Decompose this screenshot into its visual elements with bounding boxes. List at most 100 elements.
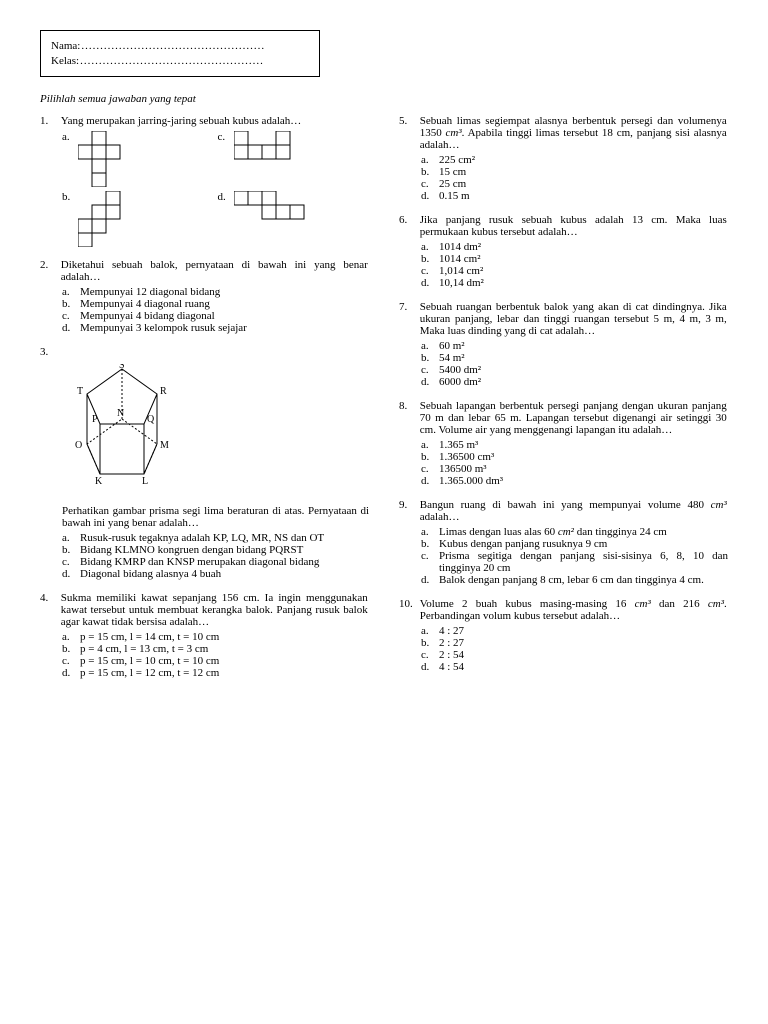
q6b: 1014 cm²: [439, 253, 728, 265]
q1-nets: a. c.: [62, 131, 369, 247]
q3-num: 3.: [40, 346, 58, 358]
q9a: Limas dengan luas alas 60 cm² dan tinggi…: [439, 526, 728, 538]
q1-num: 1.: [40, 115, 58, 127]
q7b: 54 m²: [439, 352, 728, 364]
class-row: Kelas :.................................…: [51, 55, 309, 67]
q10-unit2: cm³: [708, 598, 724, 610]
q9c: Prisma segitiga dengan panjang sisi-sisi…: [439, 550, 728, 574]
q8-text: Sebuah lapangan berbentuk persegi panjan…: [420, 400, 727, 436]
q3c: Bidang KMRP dan KNSP merupakan diagonal …: [80, 556, 369, 568]
q2d: Mempunyai 3 kelompok rusuk sejajar: [80, 322, 369, 334]
question-9: 9. Bangun ruang di bawah ini yang mempun…: [399, 499, 728, 586]
q10-unit1: cm³: [635, 598, 651, 610]
q8c-l: c.: [421, 463, 439, 475]
net-a-label: a.: [62, 131, 74, 143]
q4c-l: c.: [62, 655, 80, 667]
q10d: 4 : 54: [439, 661, 728, 673]
q10d-l: d.: [421, 661, 439, 673]
name-label: Nama: [51, 40, 77, 52]
identity-box: Nama :..................................…: [40, 30, 320, 77]
cube-net-c-icon: [234, 131, 318, 173]
q2a: Mempunyai 12 diagonal bidang: [80, 286, 369, 298]
q10b-l: b.: [421, 637, 439, 649]
prism-diagram: S T R P Q N O M K L: [62, 364, 369, 497]
q5c-l: c.: [421, 178, 439, 190]
q5-options: a.225 cm² b.15 cm c.25 cm d.0.15 m: [421, 154, 728, 202]
q9d-l: d.: [421, 574, 439, 586]
q8a-l: a.: [421, 439, 439, 451]
q10-text-a: Volume 2 buah kubus masing-masing 16: [420, 598, 635, 610]
q10-text: Volume 2 buah kubus masing-masing 16 cm³…: [420, 598, 727, 622]
q6c-l: c.: [421, 265, 439, 277]
q6a-l: a.: [421, 241, 439, 253]
q9b-l: b.: [421, 538, 439, 550]
q4c: p = 15 cm, l = 10 cm, t = 10 cm: [80, 655, 369, 667]
q5-num: 5.: [399, 115, 417, 127]
content-columns: 1. Yang merupakan jarring-jaring sebuah …: [40, 115, 728, 691]
net-d: d.: [218, 191, 370, 247]
lbl-s: S: [119, 364, 125, 371]
q4a-l: a.: [62, 631, 80, 643]
q9b: Kubus dengan panjang rusuknya 9 cm: [439, 538, 728, 550]
q7a: 60 m²: [439, 340, 728, 352]
question-3: 3.: [40, 346, 369, 580]
right-column: 5. Sebuah limas segiempat alasnya berben…: [399, 115, 728, 691]
left-column: 1. Yang merupakan jarring-jaring sebuah …: [40, 115, 369, 691]
q4-num: 4.: [40, 592, 58, 604]
q7d-l: d.: [421, 376, 439, 388]
q5-text-b: . Apabila tinggi limas tersebut 18 cm, p…: [420, 127, 727, 151]
q9-options: a.Limas dengan luas alas 60 cm² dan ting…: [421, 526, 728, 586]
q3d-l: d.: [62, 568, 80, 580]
name-row: Nama :..................................…: [51, 40, 309, 52]
q6c: 1,014 cm²: [439, 265, 728, 277]
q8-num: 8.: [399, 400, 417, 412]
q10a: 4 : 27: [439, 625, 728, 637]
q10c-l: c.: [421, 649, 439, 661]
class-dots: :.......................................…: [76, 55, 264, 67]
q7b-l: b.: [421, 352, 439, 364]
q2b-l: b.: [62, 298, 80, 310]
question-10: 10. Volume 2 buah kubus masing-masing 16…: [399, 598, 728, 673]
q8c: 136500 m³: [439, 463, 728, 475]
lbl-m: M: [160, 440, 169, 451]
question-4: 4. Sukma memiliki kawat sepanjang 156 cm…: [40, 592, 369, 679]
q5b-l: b.: [421, 166, 439, 178]
net-b-label: b.: [62, 191, 74, 203]
q5c: 25 cm: [439, 178, 728, 190]
q3d: Diagonal bidang alasnya 4 buah: [80, 568, 369, 580]
q9d: Balok dengan panjang 8 cm, lebar 6 cm da…: [439, 574, 728, 586]
q8b-l: b.: [421, 451, 439, 463]
q3b: Bidang KLMNO kongruen dengan bidang PQRS…: [80, 544, 369, 556]
net-c: c.: [218, 131, 370, 187]
q3-text: Perhatikan gambar prisma segi lima berat…: [62, 505, 369, 529]
net-c-label: c.: [218, 131, 230, 143]
q2-text: Diketahui sebuah balok, pernyataan di ba…: [61, 259, 368, 283]
q2c-l: c.: [62, 310, 80, 322]
q2-num: 2.: [40, 259, 58, 271]
q2a-l: a.: [62, 286, 80, 298]
q6-num: 6.: [399, 214, 417, 226]
question-2: 2. Diketahui sebuah balok, pernyataan di…: [40, 259, 369, 334]
net-a: a.: [62, 131, 214, 187]
q6-text: Jika panjang rusuk sebuah kubus adalah 1…: [420, 214, 727, 238]
lbl-q: Q: [147, 414, 155, 425]
class-label: Kelas: [51, 55, 76, 67]
question-5: 5. Sebuah limas segiempat alasnya berben…: [399, 115, 728, 202]
q10c: 2 : 54: [439, 649, 728, 661]
q2-options: a.Mempunyai 12 diagonal bidang b.Mempuny…: [62, 286, 369, 334]
q9-num: 9.: [399, 499, 417, 511]
q3a: Rusuk-rusuk tegaknya adalah KP, LQ, MR, …: [80, 532, 369, 544]
q4-text: Sukma memiliki kawat sepanjang 156 cm. I…: [61, 592, 368, 628]
q8b: 1.36500 cm³: [439, 451, 728, 463]
q7-options: a.60 m² b.54 m² c.5400 dm² d.6000 dm²: [421, 340, 728, 388]
q9a-b: dan tingginya 24 cm: [574, 526, 667, 538]
q1-text: Yang merupakan jarring-jaring sebuah kub…: [61, 115, 368, 127]
lbl-k: K: [95, 476, 103, 487]
q9a-unit: cm²: [558, 526, 574, 538]
q9a-l: a.: [421, 526, 439, 538]
q5d: 0.15 m: [439, 190, 728, 202]
q5b: 15 cm: [439, 166, 728, 178]
q7a-l: a.: [421, 340, 439, 352]
q7-num: 7.: [399, 301, 417, 313]
q8d-l: d.: [421, 475, 439, 487]
